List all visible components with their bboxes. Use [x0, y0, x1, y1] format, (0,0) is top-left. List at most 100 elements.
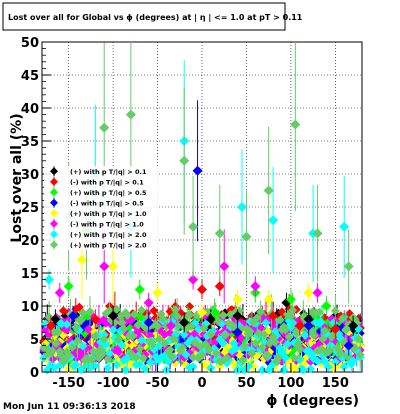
- data-point: [250, 326, 260, 336]
- data-point: [330, 324, 341, 335]
- data-point: [320, 326, 330, 336]
- data-point: [337, 314, 347, 324]
- data-point: [241, 231, 252, 242]
- data-point: [284, 332, 294, 342]
- data-point: [201, 339, 211, 349]
- data-point: [108, 310, 119, 321]
- data-point: [143, 297, 154, 308]
- data-point: [125, 109, 136, 120]
- data-point: [323, 362, 333, 372]
- data-point: [154, 334, 164, 344]
- data-point: [128, 331, 138, 341]
- x-tick-label: 0: [197, 376, 206, 391]
- data-point: [263, 185, 274, 196]
- data-point: [165, 320, 176, 331]
- data-point: [126, 348, 136, 358]
- data-point: [343, 340, 354, 351]
- data-point: [312, 228, 323, 239]
- data-point: [54, 287, 65, 298]
- data-point: [188, 353, 198, 363]
- y-tick-label: 25: [21, 201, 39, 216]
- data-point: [313, 356, 323, 366]
- y-tick-label: 35: [21, 135, 39, 150]
- data-point: [339, 221, 350, 232]
- data-point: [137, 335, 147, 345]
- data-point: [232, 327, 243, 338]
- data-point: [78, 308, 88, 318]
- data-point: [231, 344, 241, 354]
- data-point: [259, 330, 269, 340]
- data-point: [185, 310, 195, 320]
- data-point: [197, 307, 207, 318]
- data-point: [245, 326, 255, 336]
- data-point: [121, 365, 131, 375]
- data-point: [135, 343, 145, 353]
- data-point: [90, 314, 101, 325]
- data-point: [250, 281, 261, 292]
- legend: (+) with p T/|q| > 0.1(-) with p T/|q| >…: [44, 166, 159, 250]
- data-point: [152, 287, 163, 298]
- data-point: [318, 334, 328, 344]
- data-point: [263, 294, 274, 305]
- data-point: [339, 362, 349, 372]
- data-point: [205, 314, 216, 325]
- data-point: [58, 357, 68, 367]
- x-tick-label: 50: [237, 376, 255, 391]
- data-point: [343, 352, 353, 362]
- title-box: [2, 2, 286, 31]
- data-point: [298, 365, 308, 375]
- data-point: [355, 350, 365, 360]
- data-point: [97, 349, 107, 359]
- data-point: [133, 320, 143, 330]
- data-point: [117, 340, 127, 350]
- data-point: [209, 338, 219, 348]
- data-point: [232, 294, 243, 305]
- data-point: [71, 360, 81, 370]
- data-point: [179, 317, 190, 328]
- legend-label: (+) with p T/|q| > 2.0: [70, 231, 147, 240]
- data-point: [181, 350, 191, 360]
- data-point: [137, 305, 147, 315]
- data-point: [214, 281, 225, 292]
- data-point: [273, 353, 283, 363]
- data-point: [247, 349, 257, 359]
- y-axis-title: Lost over all (%): [9, 113, 25, 242]
- y-tick-label: 0: [30, 366, 39, 381]
- data-point: [330, 306, 340, 316]
- data-point: [214, 228, 225, 239]
- chart-title: Lost over all for Global vs ϕ (degrees) …: [8, 13, 303, 22]
- data-point: [268, 215, 279, 226]
- data-point: [303, 287, 314, 298]
- data-point: [68, 310, 79, 321]
- data-point: [206, 329, 216, 339]
- data-point: [158, 314, 168, 324]
- data-point: [309, 331, 319, 341]
- data-point: [199, 323, 209, 333]
- data-point: [112, 360, 122, 370]
- data-point: [277, 347, 287, 357]
- data-point: [153, 321, 163, 331]
- x-tick-label: -50: [146, 376, 170, 391]
- data-point: [218, 338, 228, 348]
- y-tick-label: 15: [21, 267, 39, 282]
- legend-label: (+) with p T/|q| > 0.5: [70, 189, 147, 198]
- data-point: [220, 330, 230, 340]
- data-point: [138, 353, 148, 363]
- data-point: [129, 310, 139, 320]
- data-point: [270, 337, 280, 347]
- data-point: [112, 304, 122, 314]
- data-point: [211, 348, 221, 358]
- data-point: [99, 334, 109, 344]
- data-point: [122, 310, 132, 320]
- data-point: [353, 334, 363, 344]
- data-point: [218, 310, 228, 320]
- data-point: [320, 357, 330, 367]
- data-point: [108, 261, 119, 272]
- data-point: [58, 306, 68, 316]
- data-point: [250, 338, 260, 348]
- x-tick-label: 100: [277, 376, 304, 391]
- data-point: [257, 365, 267, 375]
- data-point: [282, 339, 292, 349]
- data-point: [90, 331, 100, 341]
